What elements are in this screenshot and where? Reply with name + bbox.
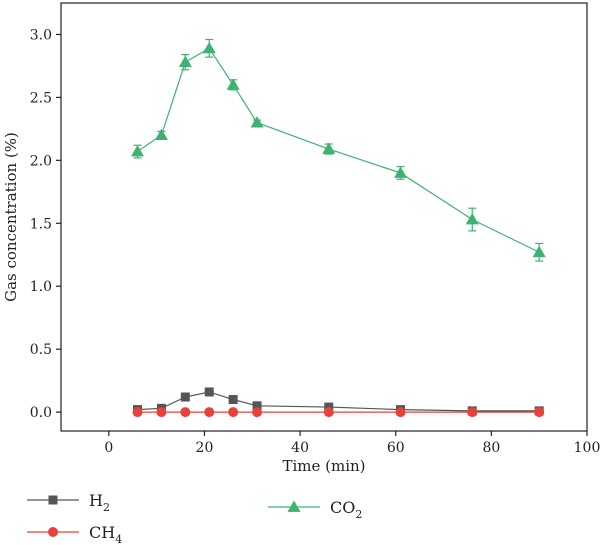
x-tick-label: 80 bbox=[482, 440, 500, 456]
data-point bbox=[467, 407, 478, 418]
series-ch4 bbox=[132, 407, 545, 418]
data-point bbox=[324, 402, 334, 412]
data-point bbox=[204, 407, 215, 418]
data-point bbox=[323, 407, 334, 418]
data-point bbox=[226, 78, 240, 90]
data-point bbox=[250, 116, 264, 128]
y-tick-label: 0.5 bbox=[30, 342, 52, 358]
legend-label: CO2 bbox=[330, 498, 362, 521]
x-tick-label: 20 bbox=[196, 440, 214, 456]
data-point bbox=[465, 213, 479, 225]
x-axis: 0 20 40 60 80 100 bbox=[104, 431, 600, 456]
legend-item: H2 bbox=[27, 491, 110, 514]
data-point bbox=[252, 407, 263, 418]
data-point bbox=[228, 407, 239, 418]
series-line bbox=[137, 391, 540, 412]
data-point bbox=[322, 142, 336, 154]
legend: H2 CH4 CO2 bbox=[27, 491, 362, 545]
data-point bbox=[202, 41, 216, 54]
plot-frame bbox=[60, 2, 588, 432]
x-tick-label: 0 bbox=[104, 440, 113, 456]
plot-border bbox=[60, 2, 588, 432]
data-point bbox=[534, 407, 545, 418]
y-tick-label: 3.0 bbox=[30, 27, 52, 43]
data-point bbox=[180, 407, 191, 418]
data-point bbox=[180, 392, 190, 402]
data-point bbox=[228, 395, 238, 405]
data-point bbox=[204, 387, 214, 397]
y-tick-label: 0.0 bbox=[30, 405, 52, 421]
data-point bbox=[394, 166, 408, 178]
data-point bbox=[178, 55, 192, 68]
series-h2 bbox=[133, 387, 544, 416]
x-tick-label: 60 bbox=[387, 440, 405, 456]
data-point bbox=[156, 407, 167, 418]
x-tick-label: 100 bbox=[574, 440, 600, 456]
y-tick-label: 1.5 bbox=[30, 216, 52, 232]
x-tick-label: 40 bbox=[291, 440, 309, 456]
legend-marker bbox=[287, 500, 301, 512]
legend-item: CH4 bbox=[27, 523, 122, 545]
legend-label: CH4 bbox=[89, 523, 122, 545]
data-point bbox=[132, 407, 143, 418]
x-axis-title: Time (min) bbox=[282, 457, 365, 475]
legend-marker bbox=[48, 527, 58, 537]
legend-label: H2 bbox=[89, 491, 110, 514]
y-tick-label: 2.0 bbox=[30, 153, 52, 169]
series-line bbox=[137, 47, 540, 253]
y-axis-title: Gas concentration (%) bbox=[2, 132, 20, 302]
y-tick-label: 1.0 bbox=[30, 279, 52, 295]
data-point bbox=[154, 128, 168, 141]
data-point bbox=[131, 145, 145, 157]
y-axis: 0.0 0.5 1.0 1.5 2.0 2.5 3.0 bbox=[30, 27, 61, 421]
y-tick-label: 2.5 bbox=[30, 90, 52, 106]
data-point bbox=[252, 401, 262, 411]
data-point bbox=[395, 407, 406, 418]
legend-item: CO2 bbox=[268, 498, 362, 521]
data-point bbox=[532, 245, 546, 258]
series-co2 bbox=[131, 38, 546, 262]
legend-marker bbox=[48, 495, 58, 505]
series-layer bbox=[131, 38, 546, 418]
